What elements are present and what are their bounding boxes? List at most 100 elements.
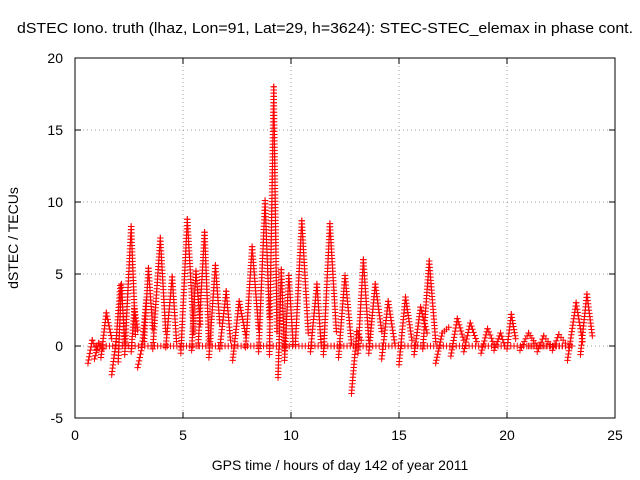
data-point-marker [305, 329, 312, 337]
data-point-marker [445, 324, 452, 331]
data-point-marker [105, 322, 113, 330]
data-point-marker [495, 335, 502, 342]
arc-series [549, 331, 569, 354]
tick-marks [74, 57, 616, 419]
y-tick-label: 5 [55, 266, 63, 282]
data-point-marker [451, 331, 458, 338]
arc-series [395, 293, 416, 368]
data-point-marker [103, 312, 111, 320]
arc-series [577, 290, 596, 358]
data-point-marker [486, 331, 494, 339]
data-point-marker [104, 316, 111, 323]
data-point-marker [512, 335, 519, 342]
data-point-marker [573, 302, 580, 310]
x-tick-label: 20 [499, 427, 515, 443]
arc-series [127, 305, 141, 355]
data-point-marker [457, 327, 465, 335]
arc-series [335, 272, 355, 361]
data-point-marker [450, 337, 457, 344]
arc-series [410, 303, 431, 358]
data-point-marker [238, 313, 246, 320]
arc-series [255, 197, 273, 355]
data-point-marker [481, 334, 489, 342]
data-point-marker [481, 337, 488, 345]
data-point-marker [576, 322, 584, 329]
chart-title: dSTEC Iono. truth (lhaz, Lon=91, Lat=29,… [17, 20, 633, 37]
data-point-marker [408, 337, 416, 344]
data-point-marker [459, 333, 467, 341]
y-tick-label: -5 [51, 410, 64, 426]
data-point-marker [447, 352, 455, 360]
data-point-marker [455, 318, 462, 325]
data-point-marker [437, 335, 445, 343]
arc-series [477, 325, 498, 357]
data-point-marker [467, 319, 474, 327]
arc-series [205, 262, 223, 361]
y-axis-label: dSTEC / TECUs [5, 187, 21, 289]
data-point-marker [448, 346, 456, 354]
arc-series [134, 296, 150, 371]
arc-series [97, 309, 115, 361]
data-point-marker [107, 332, 115, 339]
data-point-marker [494, 338, 501, 345]
data-point-marker [450, 334, 458, 341]
x-axis-label: GPS time / hours of day 142 of year 2011 [212, 457, 469, 473]
arc-series [503, 311, 519, 353]
y-tick-label: 20 [47, 50, 63, 66]
data-point-marker [86, 350, 94, 357]
data-point-marker [84, 360, 92, 367]
arc-series [84, 337, 100, 367]
data-point-marker [448, 349, 455, 357]
data-point-marker [468, 322, 475, 330]
x-tick-label: 0 [71, 427, 79, 443]
data-point-marker [574, 309, 581, 316]
x-tick-label: 25 [607, 427, 623, 443]
arc-series [447, 315, 467, 360]
x-tick-label: 10 [283, 427, 299, 443]
arc-series [93, 342, 575, 350]
data-point-marker [92, 349, 100, 356]
data-point-marker [509, 317, 516, 324]
y-tick-label: 10 [47, 194, 63, 210]
arc-series [460, 319, 480, 355]
data-points [84, 83, 596, 397]
arc-series [516, 329, 539, 354]
data-point-marker [433, 357, 440, 364]
data-point-marker [508, 314, 516, 321]
x-tick-label: 15 [391, 427, 407, 443]
arc-series [320, 220, 340, 358]
data-point-marker [464, 332, 471, 339]
data-point-marker [510, 326, 518, 333]
data-point-marker [135, 361, 142, 368]
data-point-marker [417, 303, 424, 311]
data-point-marker [451, 327, 459, 335]
data-point-marker [236, 301, 243, 308]
data-point-marker [89, 337, 96, 344]
data-point-marker [134, 326, 141, 334]
data-point-marker [255, 325, 262, 332]
data-point-marker [85, 353, 93, 360]
data-point-marker [419, 310, 426, 317]
arc-series [216, 288, 234, 353]
data-point-marker [91, 355, 98, 363]
data-point-marker [488, 335, 495, 342]
arc-series [419, 257, 439, 353]
data-point-marker [534, 348, 541, 355]
arc-series [432, 324, 452, 367]
data-point-marker [436, 341, 443, 349]
data-point-marker [575, 315, 583, 323]
data-point-marker [433, 354, 441, 361]
data-point-marker [498, 333, 505, 340]
data-point-marker [572, 299, 580, 306]
data-point-marker [471, 332, 478, 339]
arc-series [162, 273, 180, 351]
x-tick-labels: 0 5 10 15 20 25 [71, 427, 623, 443]
data-point-marker [237, 304, 244, 311]
arc-series [242, 243, 262, 351]
arc-series [292, 217, 312, 348]
data-point-marker [574, 306, 581, 313]
data-point-marker [472, 335, 479, 342]
data-point-marker [134, 364, 141, 371]
data-point-marker [238, 310, 245, 317]
